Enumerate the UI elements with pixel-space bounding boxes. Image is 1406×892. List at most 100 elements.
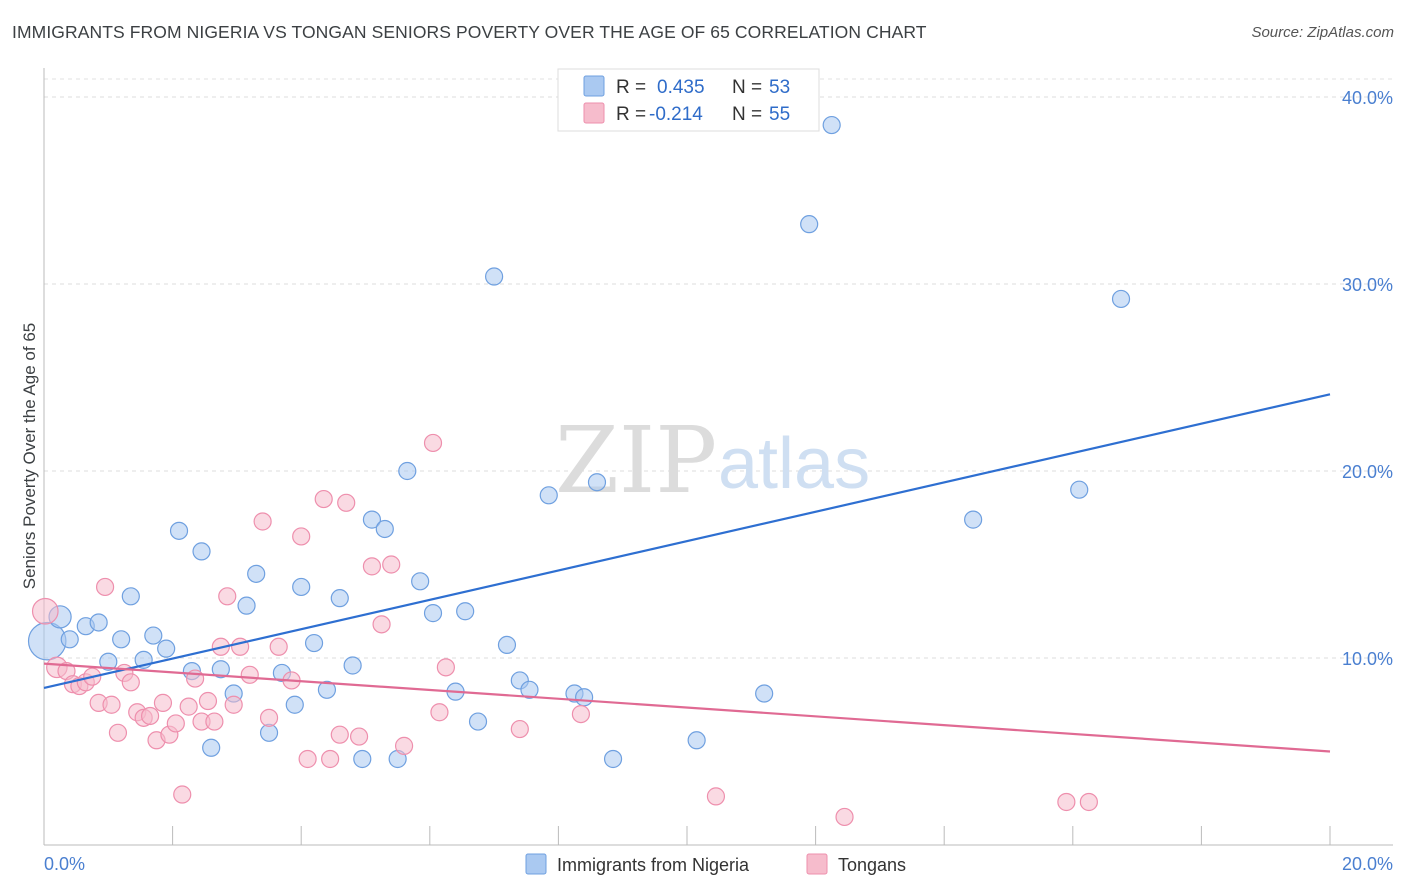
point-nigeria [822, 115, 841, 135]
x-tick-label-max: 20.0% [1342, 854, 1393, 874]
point-nigeria [423, 604, 443, 623]
point-tongans [1079, 792, 1098, 812]
point-tongans [706, 787, 726, 806]
point-tongans [571, 704, 591, 724]
legend-n-label-nigeria: N = [732, 77, 762, 98]
trend-line-nigeria [43, 393, 1331, 689]
point-tongans [298, 749, 317, 769]
point-nigeria [89, 613, 108, 632]
point-nigeria [468, 712, 488, 731]
legend-r-label-tongans: R = [616, 104, 646, 125]
bottom-legend-swatch-nigeria [525, 853, 547, 875]
bottom-legend: Immigrants from Nigeria Tongans [525, 853, 906, 875]
point-tongans [95, 577, 115, 597]
point-tongans [1057, 792, 1076, 812]
watermark-zip-text: ZIP [555, 407, 717, 514]
point-tongans [337, 493, 356, 512]
point-nigeria [144, 626, 163, 645]
point-tongans [349, 727, 369, 746]
point-tongans [330, 725, 349, 744]
point-nigeria [485, 267, 504, 286]
legend-swatch-tongans [583, 102, 605, 124]
legend-n-label-tongans: N = [732, 104, 762, 125]
bottom-legend-swatch-tongans [806, 853, 828, 875]
point-nigeria [192, 542, 211, 561]
point-nigeria [292, 577, 311, 597]
data-points [27, 115, 1131, 827]
y-tick-label: 40.0% [1342, 88, 1393, 108]
point-nigeria [202, 738, 221, 757]
point-nigeria [603, 749, 623, 769]
point-nigeria [285, 695, 304, 714]
point-nigeria [755, 684, 774, 703]
y-tick-labels: 10.0% 20.0% 30.0% 40.0% [1342, 88, 1393, 669]
x-tick-label-min: 0.0% [44, 854, 85, 874]
point-tongans [321, 749, 340, 769]
point-nigeria [587, 473, 607, 492]
axes [43, 68, 1393, 846]
point-tongans [362, 557, 382, 576]
point-nigeria [362, 510, 382, 529]
point-nigeria [60, 630, 79, 649]
point-tongans [510, 719, 529, 739]
bottom-legend-label-nigeria: Immigrants from Nigeria [557, 855, 750, 875]
source-label: Source: ZipAtlas.com [1251, 24, 1394, 41]
point-nigeria [497, 635, 517, 655]
chart-title: IMMIGRANTS FROM NIGERIA VS TONGAN SENIOR… [12, 22, 927, 42]
point-tongans [382, 555, 401, 574]
point-nigeria [330, 589, 349, 608]
point-tongans [269, 637, 288, 656]
y-tick-label: 30.0% [1342, 275, 1393, 295]
point-tongans [394, 736, 414, 755]
point-tongans [166, 714, 185, 733]
point-nigeria [99, 652, 118, 671]
point-nigeria [304, 633, 324, 653]
point-tongans [423, 433, 443, 453]
watermark-atlas-text: atlas [718, 424, 870, 504]
trend-line-tongans [43, 662, 1331, 753]
point-tongans [121, 673, 140, 692]
point-nigeria [411, 572, 430, 591]
point-nigeria [1070, 480, 1089, 499]
point-nigeria [375, 519, 394, 539]
point-nigeria [353, 749, 372, 769]
point-tongans [31, 597, 59, 625]
trend-lines [43, 393, 1331, 753]
point-tongans [292, 527, 311, 546]
point-tongans [835, 807, 854, 827]
point-nigeria [456, 602, 475, 621]
legend-n-value-tongans: 55 [769, 104, 790, 125]
point-nigeria [398, 461, 417, 481]
point-tongans [173, 785, 192, 804]
point-tongans [240, 665, 259, 684]
y-axis-title: Seniors Poverty Over the Age of 65 [20, 323, 39, 589]
point-nigeria [800, 215, 819, 234]
point-tongans [102, 695, 121, 714]
point-nigeria [964, 510, 983, 529]
point-tongans [436, 658, 455, 677]
legend-r-value-tongans: -0.214 [649, 104, 703, 125]
legend-n-value-nigeria: 53 [769, 77, 790, 98]
gridlines [44, 78, 1393, 659]
point-tongans [224, 695, 243, 714]
point-tongans [140, 706, 160, 726]
point-tongans [430, 703, 449, 722]
legend-r-value-nigeria: 0.435 [657, 77, 705, 98]
point-nigeria [575, 688, 594, 707]
point-tongans [179, 697, 198, 716]
point-tongans [108, 723, 128, 742]
point-nigeria [237, 596, 256, 615]
point-nigeria [687, 731, 706, 750]
point-tongans [198, 691, 218, 711]
point-nigeria [520, 680, 539, 699]
point-nigeria [211, 660, 230, 679]
point-tongans [372, 615, 391, 634]
y-tick-label: 10.0% [1342, 649, 1393, 669]
point-nigeria [121, 587, 140, 606]
point-tongans [218, 587, 237, 606]
point-nigeria [112, 630, 131, 649]
point-tongans [205, 712, 224, 731]
watermark: ZIP atlas [555, 407, 870, 514]
point-nigeria [169, 521, 189, 540]
